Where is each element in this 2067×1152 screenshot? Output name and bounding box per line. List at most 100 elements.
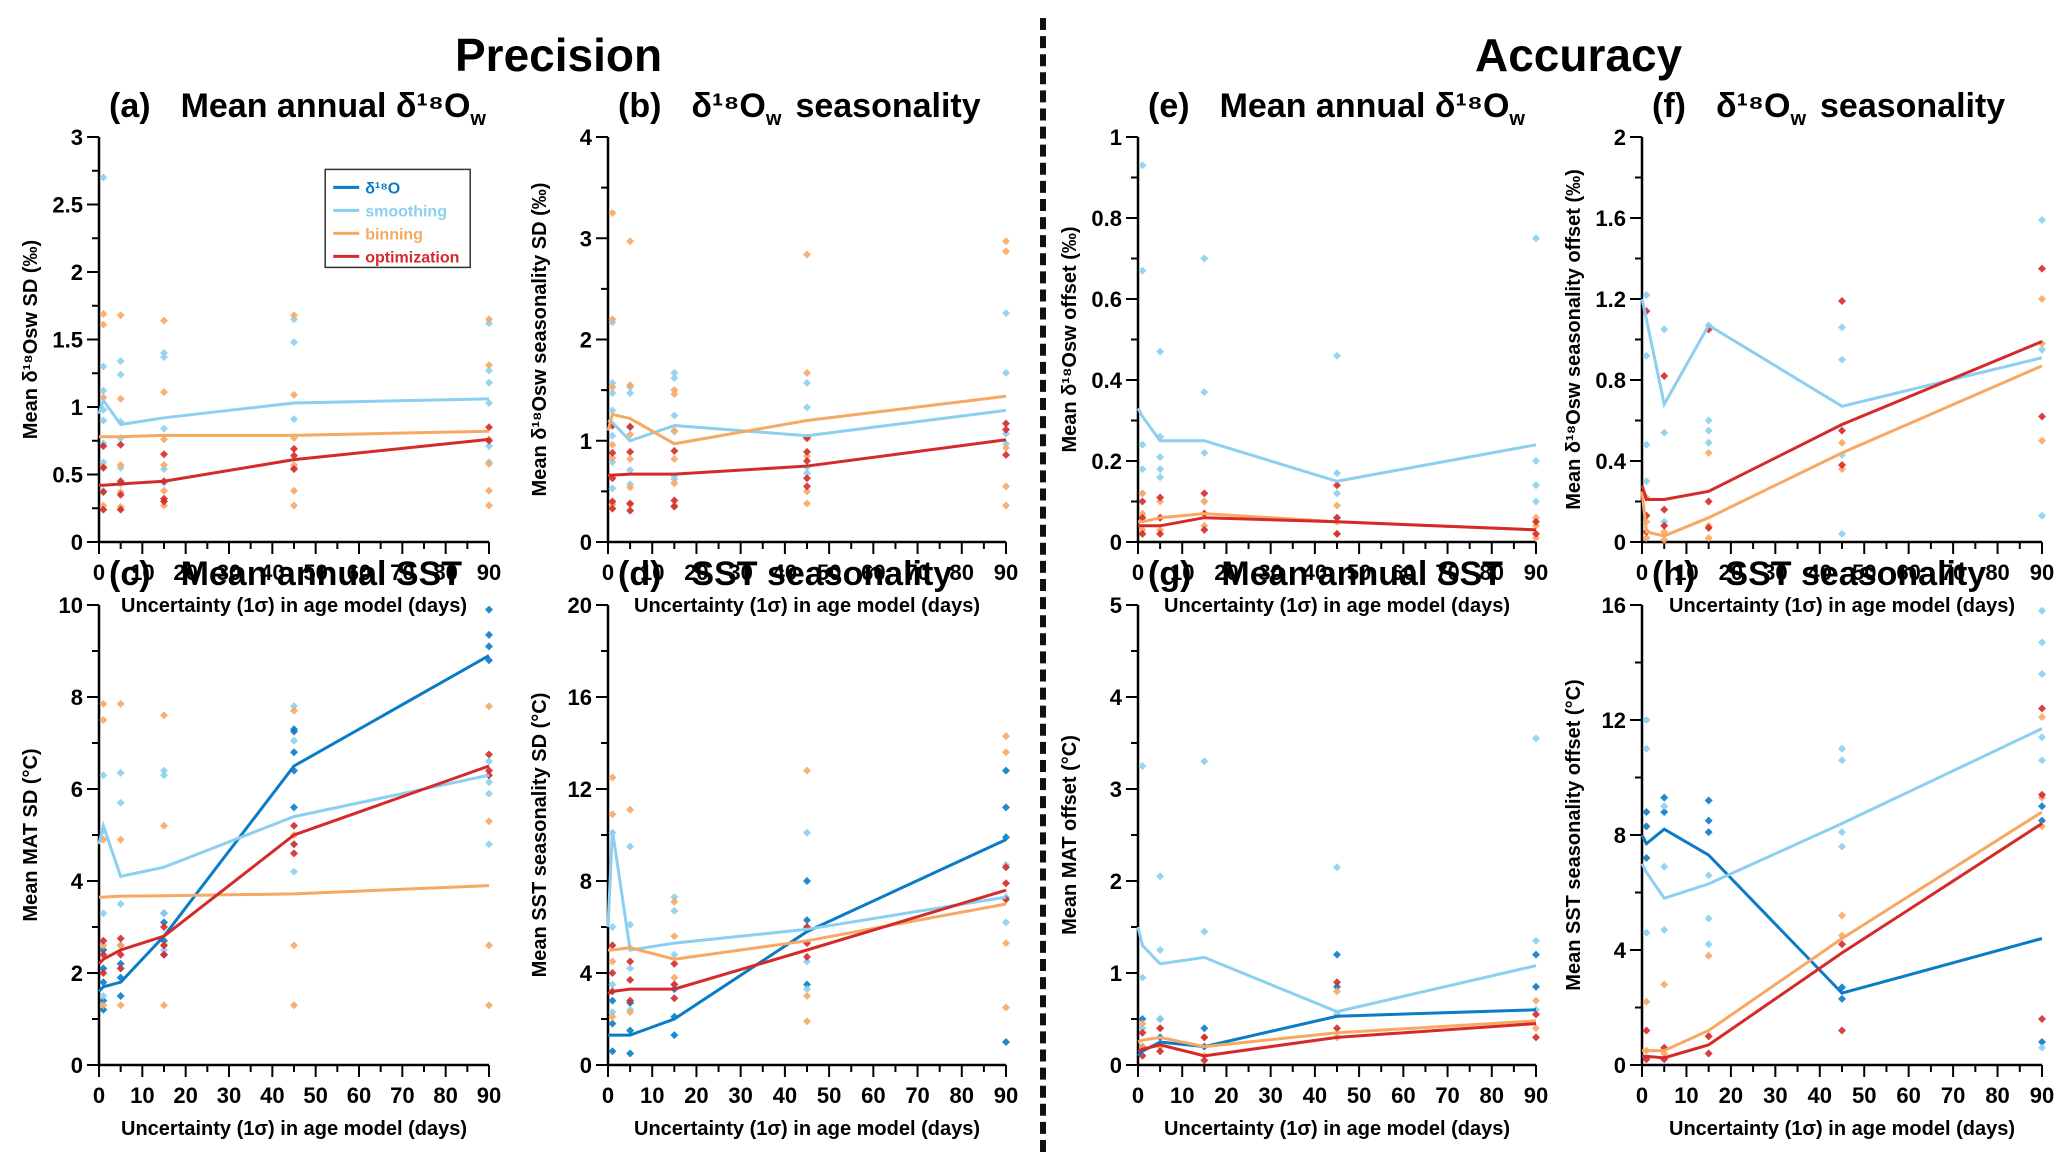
data-point-smoothing — [116, 370, 125, 379]
data-point-smoothing — [670, 475, 679, 484]
data-point-optimization — [608, 504, 617, 513]
data-point-binning — [626, 483, 635, 492]
data-point-optimization — [670, 980, 679, 989]
panel-title: (f) δ¹⁸Ow seasonality — [1652, 87, 2005, 130]
x-tick-label: 40 — [1808, 1083, 1832, 1108]
y-tick-label: 1.2 — [1595, 287, 1626, 312]
data-point-optimization — [803, 952, 811, 961]
data-point-optimization — [160, 950, 168, 959]
data-point-smoothing — [1838, 828, 1846, 837]
chart-panel-b: (b) δ¹⁸Ow seasonality 0 10 20 30 40 50 60 70 80 90 0 1… — [529, 87, 1018, 617]
data-point-binning — [670, 390, 679, 399]
data-point-binning — [608, 440, 617, 449]
y-tick-label: 4 — [580, 961, 593, 986]
x-tick-label: 10 — [640, 1083, 664, 1108]
data-point-smoothing — [485, 319, 493, 328]
data-point-d18O — [803, 877, 811, 885]
data-point-smoothing — [99, 416, 108, 425]
x-tick-label: 70 — [1435, 560, 1459, 585]
data-point-binning — [803, 499, 811, 508]
data-point-binning — [803, 451, 811, 460]
y-tick-label: 8 — [580, 869, 592, 894]
data-point-d18O — [1660, 793, 1669, 802]
data-point-d18O — [485, 630, 493, 639]
data-point-optimization — [1002, 450, 1010, 459]
x-tick-label: 80 — [433, 1083, 457, 1108]
data-point-binning — [608, 208, 617, 217]
x-tick-label: 10 — [130, 1083, 154, 1108]
y-tick-label: 3 — [580, 226, 592, 251]
data-point-binning — [670, 973, 679, 982]
panel-title-text: δ¹⁸O — [691, 87, 765, 125]
data-point-binning — [670, 932, 679, 941]
data-point-smoothing — [670, 893, 679, 902]
data-point-d18O — [1642, 854, 1651, 862]
x-tick-label: 20 — [1719, 1083, 1743, 1108]
data-point-binning — [2038, 339, 2046, 348]
data-point-optimization — [99, 442, 108, 451]
data-point-d18O — [1532, 950, 1540, 959]
data-point-binning — [1704, 533, 1713, 542]
data-point-binning — [1532, 521, 1540, 530]
data-point-smoothing — [608, 406, 617, 415]
data-point-binning — [1138, 1019, 1147, 1028]
data-point-d18O — [608, 1019, 617, 1028]
x-tick-label: 60 — [1391, 1083, 1415, 1108]
panel-letter: (d) — [618, 555, 661, 593]
data-point-smoothing — [1660, 862, 1669, 871]
data-point-smoothing — [1660, 802, 1669, 811]
data-point-binning — [626, 381, 635, 390]
data-point-smoothing — [1838, 756, 1846, 765]
data-point-binning — [2038, 713, 2046, 722]
data-point-d18O — [116, 959, 125, 968]
data-point-binning — [160, 486, 168, 495]
data-point-smoothing — [116, 798, 125, 807]
data-point-smoothing — [290, 415, 298, 424]
data-point-smoothing — [608, 431, 617, 440]
data-point-smoothing — [1002, 429, 1010, 438]
y-tick-label: 2 — [71, 260, 83, 285]
data-point-optimization — [1138, 1028, 1147, 1037]
x-tick-label: 60 — [347, 560, 371, 585]
data-point-smoothing — [608, 389, 617, 398]
y-tick-label: 10 — [59, 593, 83, 618]
data-point-smoothing — [1138, 440, 1147, 449]
y-tick-label: 1 — [1110, 961, 1122, 986]
data-point-d18O — [1642, 808, 1651, 816]
data-point-smoothing — [1642, 744, 1651, 753]
data-point-binning — [160, 821, 168, 830]
data-point-optimization — [626, 957, 635, 966]
data-point-binning — [160, 388, 168, 397]
data-point-optimization — [626, 422, 635, 431]
data-point-smoothing — [1333, 863, 1341, 872]
y-tick-label: 0.2 — [1091, 449, 1122, 474]
data-point-binning — [803, 487, 811, 496]
data-point-binning — [608, 810, 617, 819]
data-point-d18O — [1002, 766, 1010, 775]
data-point-binning — [485, 941, 493, 950]
data-point-smoothing — [1156, 432, 1165, 441]
data-point-binning — [1660, 1049, 1669, 1058]
series-line-binning — [99, 884, 490, 899]
panel-title-subscript: w — [765, 108, 782, 130]
y-tick-label: 0.8 — [1091, 206, 1122, 231]
data-point-smoothing — [290, 315, 298, 324]
y-axis-label: Mean SST seasonality SD (°C) — [529, 693, 551, 978]
data-point-binning — [160, 711, 168, 720]
data-point-d18O — [1704, 828, 1713, 837]
x-tick-label: 10 — [1170, 1083, 1194, 1108]
data-point-binning — [1704, 448, 1713, 457]
data-point-d18O — [1704, 796, 1713, 805]
data-point-smoothing — [1704, 416, 1713, 425]
x-tick-label: 50 — [303, 560, 327, 585]
x-tick-label: 40 — [260, 560, 284, 585]
data-point-binning — [160, 461, 168, 470]
data-point-binning — [485, 817, 493, 826]
y-tick-label: 0 — [71, 1053, 83, 1078]
data-point-smoothing — [1660, 428, 1669, 437]
data-point-smoothing — [1704, 914, 1713, 923]
data-point-optimization — [608, 448, 617, 457]
